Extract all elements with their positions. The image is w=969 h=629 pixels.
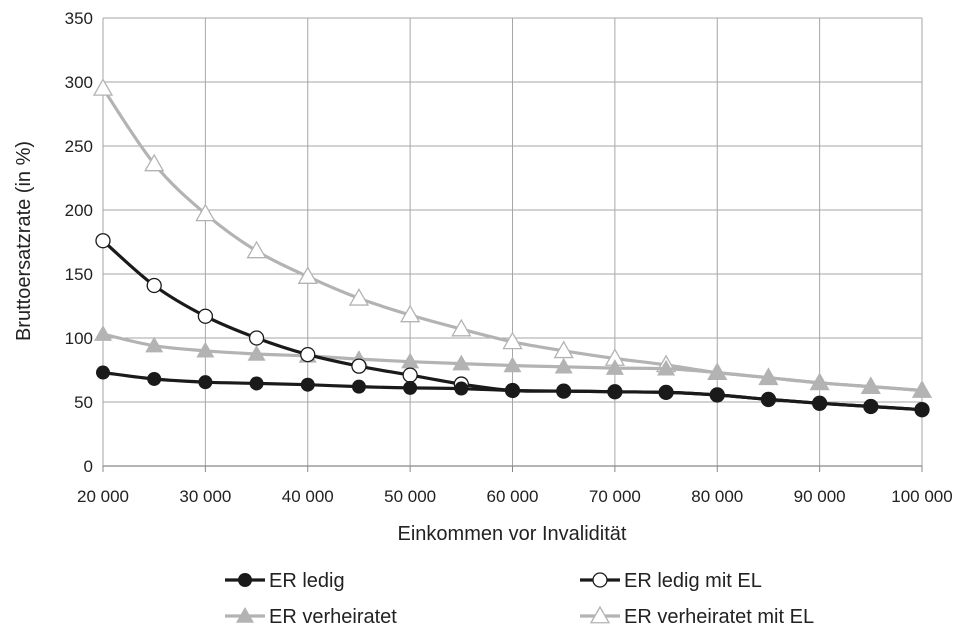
data-point [247,345,266,361]
legend-label: ER ledig [269,570,345,592]
data-point [144,153,165,172]
data-point [812,396,827,411]
data-point [605,359,624,375]
y-tick-label: 100 [65,329,93,348]
x-tick-label: 40 000 [282,487,334,506]
x-tick-label: 20 000 [77,487,129,506]
data-point [607,384,622,399]
data-point [708,363,727,380]
data-point [863,399,878,414]
data-point [147,371,162,386]
y-tick-label: 50 [74,393,93,412]
legend: ER ledig ER ledig mit EL ER verheiratet ER … [225,570,814,628]
y-tick-label: 200 [65,201,93,220]
legend-item: ER ledig [225,570,345,592]
data-point [861,377,880,394]
x-tick-label: 30 000 [179,487,231,506]
axes: 0 50 100 150 200 250 300 350 20 000 30 000 40 000 5… [65,9,953,506]
legend-label: ER verheiratet mit EL [624,606,814,628]
legend-marker [592,572,608,588]
data-point [94,325,112,341]
data-point [351,379,366,394]
y-tick-label: 300 [65,73,93,92]
data-point [913,381,931,398]
series-group [92,78,933,418]
y-tick-label: 350 [65,9,93,28]
x-tick-label: 100 000 [891,487,952,506]
data-point [196,341,215,358]
data-point [248,330,265,346]
x-tick-label: 60 000 [487,487,539,506]
data-point [710,387,725,402]
data-point [556,384,571,399]
data-point [761,392,776,407]
data-point [451,318,472,337]
data-point [403,380,418,395]
data-point [145,336,164,353]
data-point [402,367,418,383]
data-point [554,357,573,374]
data-point [96,365,110,380]
data-point [92,78,114,96]
y-tick-label: 150 [65,265,93,284]
x-tick-label: 80 000 [691,487,743,506]
data-point [454,381,469,396]
data-point [297,266,318,284]
data-point [553,340,574,359]
data-point [503,356,522,373]
x-tick-label: 70 000 [589,487,641,506]
legend-label: ER ledig mit EL [624,570,762,592]
data-point [759,368,778,385]
x-tick-label: 90 000 [794,487,846,506]
legend-marker [589,605,611,624]
data-point [249,376,264,391]
data-point [95,233,111,249]
data-point [146,277,162,294]
y-axis-title: Bruttoersatzrate (in %) [13,141,35,341]
grid [102,17,923,467]
data-point [810,373,829,390]
data-point [246,240,267,259]
data-point [351,358,367,374]
x-tick-label: 50 000 [384,487,436,506]
legend-item: ER verheiratet mit EL [580,605,814,628]
data-point [505,383,520,398]
data-point [300,377,315,392]
data-point [452,354,471,371]
legend-marker [236,607,254,623]
legend-item: ER verheiratet [225,606,397,628]
data-point [401,352,420,369]
legend-item: ER ledig mit EL [580,570,762,592]
x-axis-title: Einkommen vor Invalidität [398,523,627,545]
legend-marker [238,573,252,587]
data-point [400,304,421,323]
legend-label: ER verheiratet [269,606,397,628]
y-tick-label: 0 [84,457,93,476]
data-point [657,359,676,376]
data-point [348,288,370,306]
data-point [300,346,316,363]
data-point [198,375,213,390]
data-point [502,331,523,350]
series-0 [96,365,929,417]
y-tick-label: 250 [65,137,93,156]
data-point [197,308,214,324]
data-point [659,385,674,400]
data-point [915,402,929,417]
data-point [195,203,216,222]
